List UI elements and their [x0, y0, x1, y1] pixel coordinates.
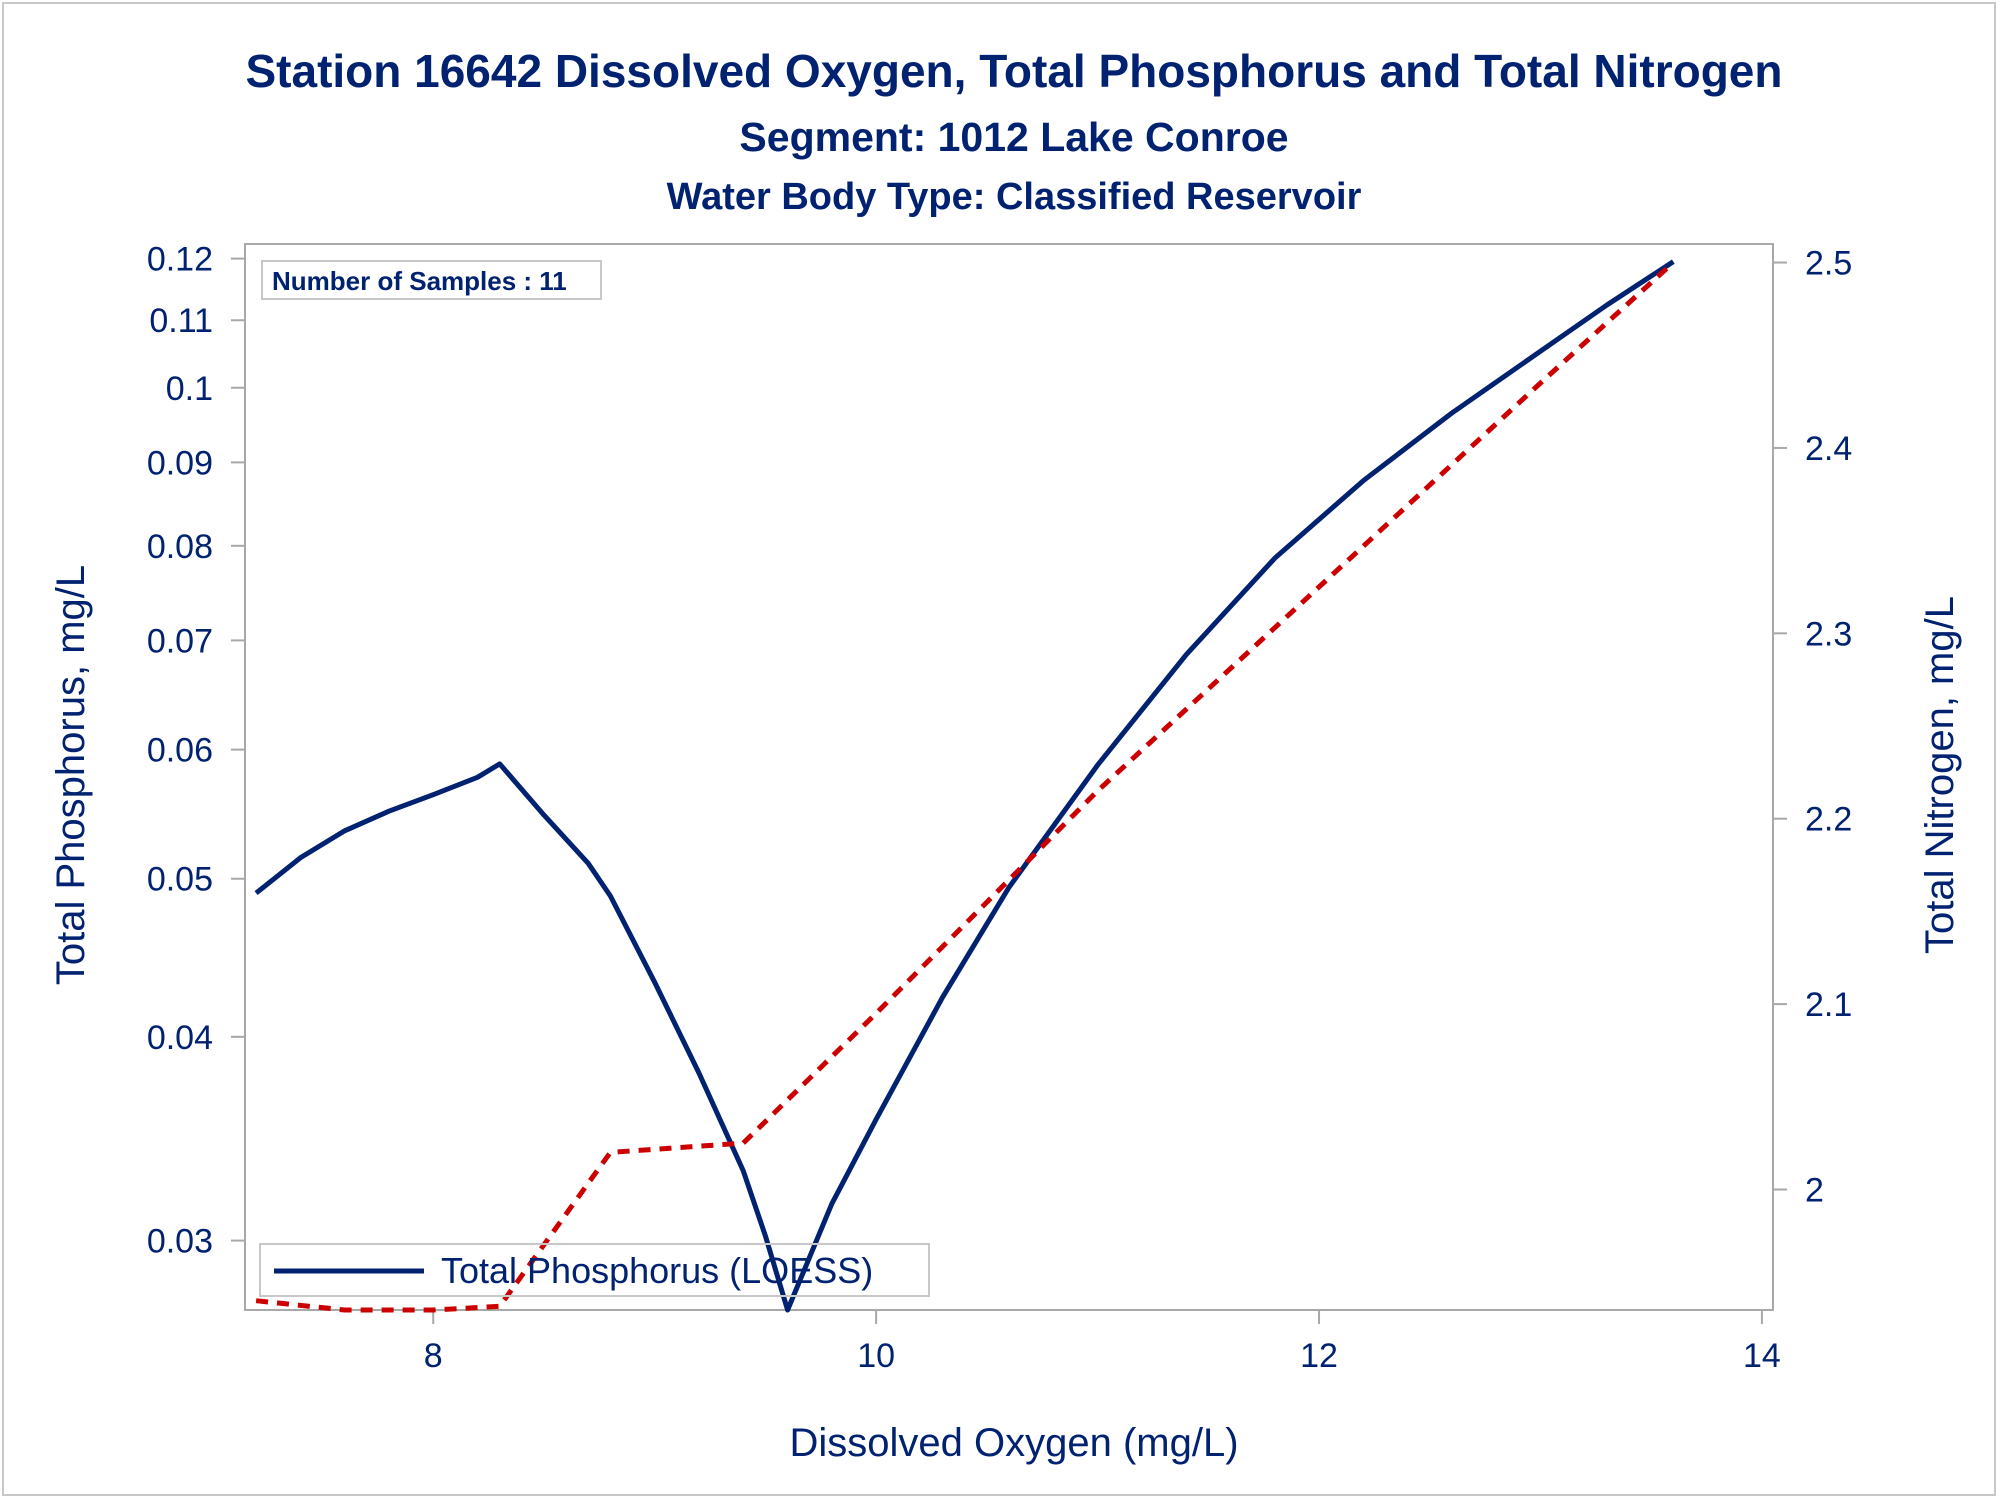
y-tick-label-left: 0.09	[147, 444, 213, 482]
y-tick-label-left: 0.07	[147, 622, 213, 660]
y-axis-label-left: Total Phosphorus, mg/L	[49, 565, 93, 985]
y-tick-label-right: 2.5	[1805, 245, 1852, 283]
y-tick-label-left: 0.06	[147, 732, 213, 770]
y-tick-label-right: 2.2	[1805, 801, 1852, 839]
legend-label-phosphorus: Total Phosphorus (LOESS)	[441, 1250, 873, 1291]
y-tick-label-left: 0.03	[147, 1223, 213, 1261]
y-tick-label-left: 0.11	[149, 302, 213, 340]
y-tick-label-left: 0.04	[147, 1019, 213, 1057]
y-tick-label-right: 2	[1805, 1171, 1824, 1209]
total-phosphorus-line	[254, 259, 1675, 1313]
x-tick-label: 14	[1743, 1337, 1781, 1375]
samples-inset-text: Number of Samples : 11	[272, 266, 567, 296]
plot-area	[244, 243, 1774, 1311]
samples-inset-box	[261, 260, 602, 300]
y-tick-label-left: 0.05	[147, 861, 213, 899]
x-tick-label: 10	[857, 1337, 895, 1375]
x-tick-label: 12	[1300, 1337, 1338, 1375]
y-tick-label-right: 2.3	[1805, 615, 1852, 653]
series-lines	[254, 259, 1675, 1313]
y-tick-label-right: 2.4	[1805, 430, 1852, 468]
legend-box	[259, 1243, 930, 1297]
y-tick-label-left: 0.08	[147, 528, 213, 566]
chart-subtitle-2: Water Body Type: Classified Reservoir	[667, 176, 1362, 218]
y-axis-label-right: Total Nitrogen, mg/L	[1918, 596, 1962, 954]
y-tick-label-right: 2.1	[1805, 986, 1852, 1024]
chart-svg: Station 16642 Dissolved Oxygen, Total Ph…	[49, 45, 1962, 1465]
total-nitrogen-line	[255, 260, 1675, 1313]
y-tick-label-left: 0.12	[147, 241, 213, 279]
x-tick-label: 8	[424, 1337, 443, 1375]
y-tick-label-left: 0.1	[166, 370, 213, 408]
chart-subtitle: Segment: 1012 Lake Conroe	[739, 114, 1288, 160]
axis-ticks: 8 10 12 14 0.03 0.04 0.05 0.06 0.07 0.08 0.09 0.1 0.…	[147, 241, 1852, 1375]
x-axis-label: Dissolved Oxygen (mg/L)	[789, 1421, 1238, 1465]
chart-title: Station 16642 Dissolved Oxygen, Total Ph…	[245, 45, 1782, 97]
